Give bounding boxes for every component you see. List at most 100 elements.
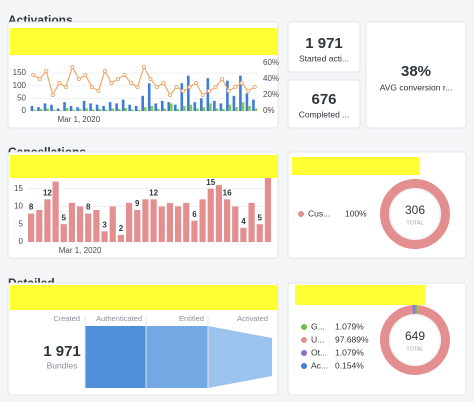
- bar: [52, 181, 59, 242]
- bar: [36, 210, 43, 242]
- bar: [98, 108, 102, 111]
- bar: [65, 107, 69, 111]
- bar: [109, 206, 116, 242]
- data-label: 2: [119, 224, 124, 233]
- redaction: [292, 157, 420, 175]
- legend-swatch: [301, 363, 307, 369]
- line-point: [70, 64, 75, 70]
- bar: [134, 105, 138, 111]
- bar: [200, 98, 203, 111]
- bar: [245, 93, 249, 111]
- bar: [91, 109, 95, 111]
- data-label: 6: [192, 210, 197, 219]
- bar: [142, 199, 149, 242]
- legend-label: G...: [311, 321, 325, 331]
- line-point: [115, 76, 120, 82]
- kpi-value: 1 971: [305, 35, 343, 52]
- bar: [207, 188, 214, 242]
- bar: [150, 199, 157, 242]
- data-label: 5: [258, 213, 263, 222]
- line-point: [44, 68, 49, 74]
- line-point: [161, 80, 166, 86]
- data-label: 4: [241, 217, 246, 226]
- bar: [46, 108, 49, 111]
- bar: [102, 105, 105, 111]
- y-tick-label: 0: [22, 106, 27, 115]
- funnel-stage: [208, 326, 272, 388]
- line-point: [102, 68, 107, 74]
- bar: [44, 199, 51, 242]
- line-point: [128, 80, 134, 86]
- data-label: 8: [86, 203, 91, 212]
- donut-slice: [380, 305, 450, 375]
- bar: [166, 202, 174, 242]
- y-tick-label: 0: [19, 237, 24, 246]
- line-point: [154, 84, 160, 90]
- bar: [222, 108, 225, 111]
- line-point: [63, 84, 68, 90]
- bar: [39, 108, 43, 111]
- y2-tick-label: 0%: [263, 106, 275, 115]
- line-point: [187, 84, 192, 90]
- bar: [108, 102, 112, 111]
- line-point: [226, 88, 231, 94]
- redaction: [10, 28, 278, 55]
- bar: [226, 80, 229, 111]
- line-point: [252, 84, 257, 90]
- y2-tick-label: 60%: [263, 58, 279, 67]
- data-label: 12: [43, 188, 52, 197]
- bar: [30, 105, 34, 111]
- funnel-stage-label: Activated: [237, 314, 268, 323]
- funnel-stage: [85, 326, 146, 388]
- line-point: [122, 72, 127, 78]
- data-label: 16: [223, 188, 232, 197]
- kpi-card: [365, 21, 467, 129]
- data-label: 3: [102, 220, 107, 229]
- bar: [50, 104, 53, 111]
- bar: [69, 105, 73, 111]
- y-tick-label: 10: [14, 202, 23, 211]
- redaction: [10, 285, 278, 310]
- bar: [235, 107, 238, 111]
- y-tick-label: 15: [14, 184, 23, 193]
- x-tick-label: Mar 1, 2020: [59, 246, 102, 255]
- data-label: 15: [206, 178, 215, 187]
- line-point: [213, 84, 218, 90]
- bar: [174, 206, 182, 242]
- funnel-stage-label: Authenticated: [96, 314, 142, 323]
- bar: [60, 224, 67, 242]
- line-point: [181, 88, 186, 94]
- legend-swatch: [298, 211, 304, 217]
- line-point: [220, 76, 225, 82]
- legend-swatch: [301, 324, 307, 330]
- line-point: [57, 80, 62, 86]
- kpi-card: [287, 21, 361, 73]
- x-tick-label: Mar 1, 2020: [58, 115, 101, 124]
- bar: [72, 109, 75, 111]
- bar: [215, 185, 223, 242]
- legend-label: Cus...: [308, 208, 330, 218]
- bar: [189, 104, 193, 111]
- bar: [256, 224, 263, 242]
- bar: [27, 213, 35, 242]
- bar: [52, 109, 56, 111]
- bar: [202, 107, 206, 111]
- line-point: [141, 64, 147, 70]
- bar: [68, 202, 76, 242]
- funnel-stage-label: Created: [53, 314, 80, 323]
- kpi-value: 676: [311, 91, 336, 108]
- funnel-value: 1 971: [43, 343, 81, 360]
- bar: [56, 108, 60, 111]
- donut-slice: [380, 179, 450, 249]
- donut-total: 649: [405, 329, 425, 343]
- donut-hole-ring: [389, 314, 441, 366]
- donut-hole-ring: [389, 188, 441, 240]
- bar: [232, 206, 239, 242]
- bar: [95, 104, 99, 111]
- legend-value: 97.689%: [335, 334, 369, 344]
- bar: [254, 108, 258, 111]
- line-point: [89, 84, 94, 90]
- bar: [193, 102, 197, 111]
- bar: [183, 202, 190, 242]
